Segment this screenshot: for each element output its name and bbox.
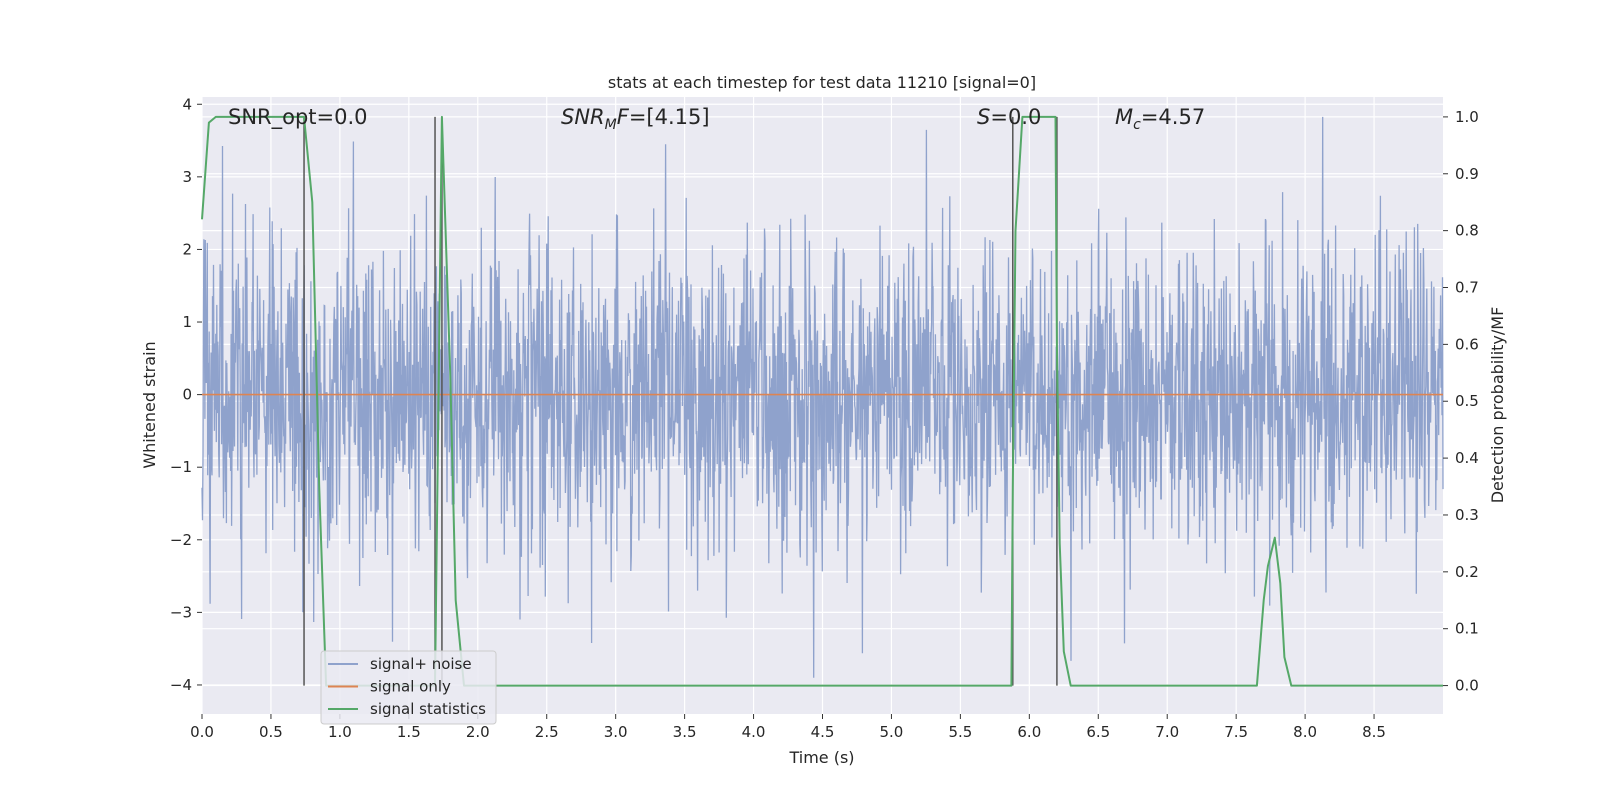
legend-box — [320, 650, 497, 725]
signal-statistics-line — [201, 115, 1443, 687]
annotation-snr-mf: SNRMF=[4.15] — [561, 105, 710, 133]
x-tick-label: 4.0 — [742, 723, 766, 741]
x-tick-label: 0.0 — [190, 723, 214, 741]
x-tick-label: 4.5 — [811, 723, 835, 741]
left-y-tick-label: 3 — [182, 168, 192, 186]
left-y-tick-label: −1 — [170, 458, 192, 476]
x-tick-label: 5.5 — [948, 723, 972, 741]
right-y-axis-ticks: 0.0 0.1 0.2 0.3 0.4 0.5 0.6 0.7 0.8 0.9 1.0 — [1443, 108, 1479, 695]
annotation-mc: Mc=4.57 — [1115, 105, 1205, 133]
legend-label: signal statistics — [370, 700, 486, 718]
right-y-tick-label: 0.4 — [1455, 449, 1479, 467]
x-tick-label: 6.5 — [1086, 723, 1110, 741]
left-y-axis-ticks: −4 −3 −2 −1 0 1 2 3 4 — [170, 95, 202, 694]
right-y-tick-label: 0.5 — [1455, 392, 1479, 410]
right-y-tick-label: 0.0 — [1455, 677, 1479, 695]
right-y-tick-label: 0.9 — [1455, 165, 1479, 183]
x-tick-label: 3.5 — [673, 723, 697, 741]
right-y-tick-label: 0.7 — [1455, 279, 1479, 297]
right-y-tick-label: 0.1 — [1455, 620, 1479, 638]
left-y-tick-label: −3 — [170, 603, 192, 621]
x-tick-label: 1.5 — [397, 723, 421, 741]
x-tick-label: 1.0 — [328, 723, 352, 741]
x-tick-label: 7.5 — [1224, 723, 1248, 741]
left-y-tick-label: 1 — [182, 313, 192, 331]
x-axis-ticks: 0.0 0.5 1.0 1.5 2.0 2.5 3.0 3.5 4.0 4.5 5.0 5.5 6.0 6… — [190, 714, 1386, 741]
legend-label: signal+ noise — [370, 655, 472, 673]
x-axis-label: Time (s) — [788, 748, 854, 767]
right-y-tick-label: 0.8 — [1455, 222, 1479, 240]
right-y-axis-label: Detection probability/MF — [1488, 307, 1507, 504]
x-tick-label: 8.5 — [1362, 723, 1386, 741]
right-y-tick-label: 0.3 — [1455, 506, 1479, 524]
left-y-tick-label: −4 — [170, 676, 192, 694]
signal-plus-noise-series — [201, 116, 1444, 678]
chart-title: stats at each timestep for test data 112… — [608, 73, 1036, 92]
left-y-tick-label: −2 — [170, 531, 192, 549]
annotations: SNR_opt=0.0 SNRMF=[4.15] S=0.0 Mc=4.57 — [228, 105, 1205, 133]
x-tick-label: 7.0 — [1155, 723, 1179, 741]
annotation-snr-opt: SNR_opt=0.0 — [228, 105, 368, 130]
left-y-tick-label: 2 — [182, 240, 192, 258]
x-tick-label: 0.5 — [259, 723, 283, 741]
left-y-tick-label: 0 — [182, 386, 192, 404]
x-tick-label: 6.0 — [1017, 723, 1041, 741]
x-tick-label: 3.0 — [604, 723, 628, 741]
right-y-tick-label: 0.6 — [1455, 335, 1479, 353]
x-tick-label: 2.5 — [535, 723, 559, 741]
right-y-tick-label: 0.2 — [1455, 563, 1479, 581]
legend: signal+ noise signal only signal statistic… — [320, 650, 497, 725]
x-tick-label: 5.0 — [880, 723, 904, 741]
x-tick-label: 2.0 — [466, 723, 490, 741]
left-y-axis-label: Whitened strain — [140, 341, 159, 468]
legend-label: signal only — [370, 678, 451, 696]
left-y-tick-label: 4 — [182, 95, 192, 113]
signal-statistics-series — [201, 115, 1443, 687]
annotation-s: S=0.0 — [977, 105, 1041, 129]
signal-plus-noise-line — [201, 116, 1444, 678]
x-tick-label: 8.0 — [1293, 723, 1317, 741]
right-y-tick-label: 1.0 — [1455, 108, 1479, 126]
